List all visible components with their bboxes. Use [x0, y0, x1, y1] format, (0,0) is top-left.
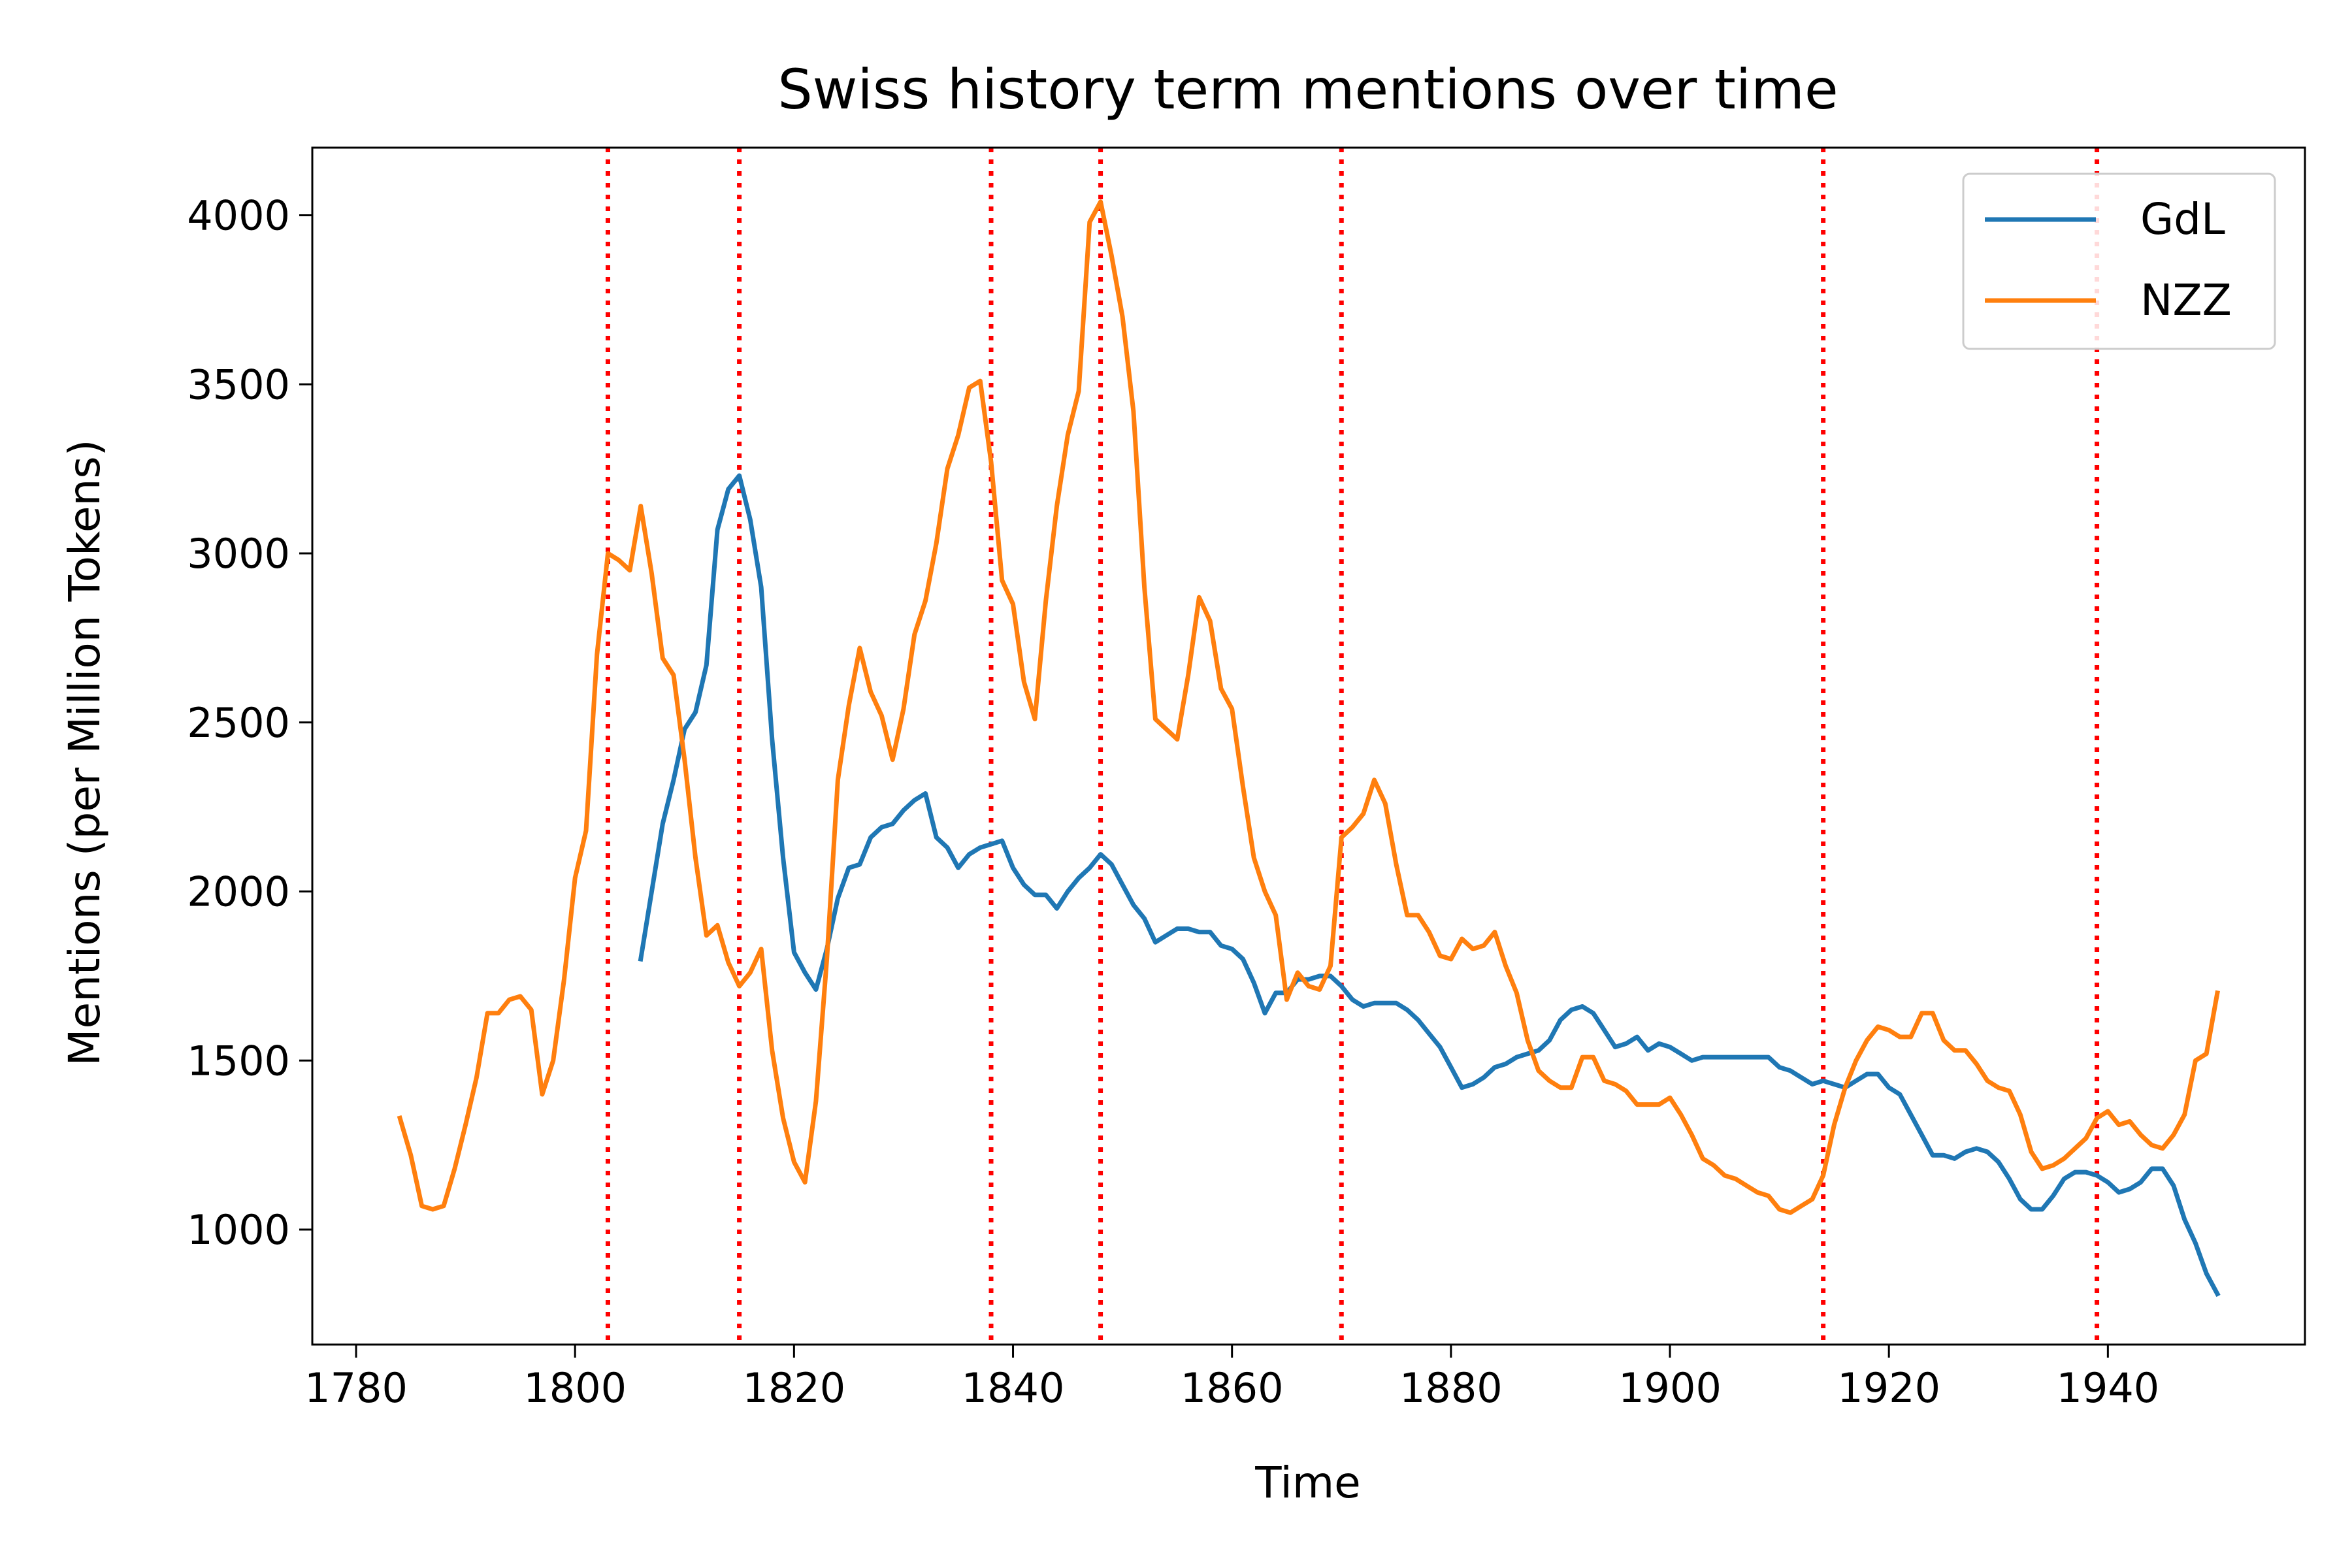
y-axis-label: Mentions (per Million Tokens): [59, 440, 110, 1066]
x-tick-label: 1940: [2056, 1364, 2159, 1412]
y-tick-label: 1500: [187, 1037, 290, 1085]
y-tick-label: 3500: [187, 361, 290, 408]
x-tick-label: 1860: [1181, 1364, 1284, 1412]
series-line-gdl: [638, 473, 2221, 1298]
x-tick-label: 1780: [304, 1364, 408, 1412]
legend-label-gdl: GdL: [2140, 194, 2225, 244]
y-tick-label: 2000: [187, 868, 290, 916]
y-tick-label: 2500: [187, 699, 290, 747]
x-axis: 1780 1800 1820 1840 1860 1880 1900 1920 1940: [304, 1345, 2159, 1412]
x-tick-label: 1840: [962, 1364, 1065, 1412]
series-line-nzz: [397, 199, 2220, 1215]
x-tick-label: 1900: [1618, 1364, 1722, 1412]
plot-frame: [311, 146, 2306, 1346]
x-tick-label: 1800: [523, 1364, 627, 1412]
chart-title: Swiss history term mentions over time: [777, 57, 1838, 122]
y-axis: 1000 1500 2000 2500 3000 3500 4000: [187, 192, 312, 1254]
y-tick-label: 4000: [187, 192, 290, 240]
x-tick-label: 1880: [1399, 1364, 1503, 1412]
series-lines: [397, 199, 2221, 1298]
y-tick-label: 3000: [187, 530, 290, 578]
y-tick-label: 1000: [187, 1206, 290, 1254]
x-axis-label: Time: [1254, 1458, 1361, 1508]
legend-label-nzz: NZZ: [2140, 275, 2232, 325]
x-tick-label: 1920: [1837, 1364, 1940, 1412]
legend: GdL NZZ: [1962, 172, 2276, 350]
x-tick-label: 1820: [742, 1364, 845, 1412]
